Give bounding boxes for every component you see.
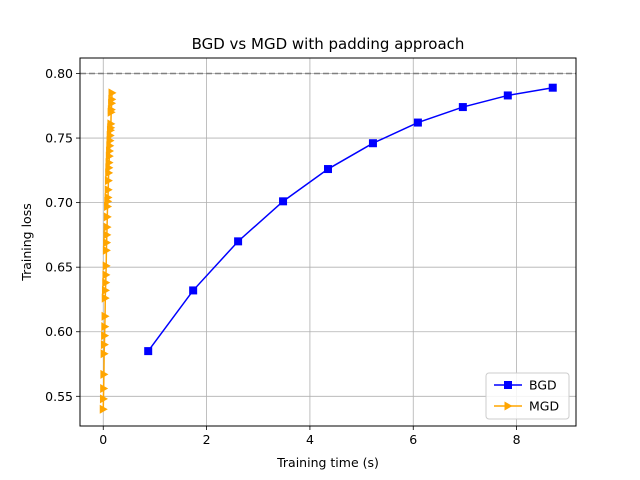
data-point-mgd (102, 278, 111, 288)
data-point-mgd (101, 311, 110, 321)
data-point-mgd (101, 285, 110, 295)
data-point-mgd (103, 222, 112, 232)
data-point-bgd (144, 347, 153, 356)
data-point-mgd (100, 384, 109, 394)
y-tick-label: 0.60 (45, 324, 73, 339)
data-point-mgd (102, 261, 111, 271)
data-point-mgd (103, 238, 112, 248)
legend-marker-mgd (504, 401, 513, 411)
data-point-bgd (548, 83, 557, 92)
data-point-mgd (100, 369, 109, 379)
x-tick-label: 0 (99, 432, 107, 447)
data-point-bgd (189, 286, 198, 295)
data-point-mgd (107, 119, 116, 129)
y-tick-label: 0.65 (45, 260, 73, 275)
data-point-mgd (107, 105, 116, 115)
series-line-bgd (147, 86, 553, 352)
x-tick-label: 8 (513, 432, 521, 447)
data-point-mgd (102, 270, 111, 280)
y-tick-label: 0.75 (45, 131, 73, 146)
data-point-mgd (101, 322, 110, 332)
y-tick-label: 0.55 (45, 389, 73, 404)
data-point-mgd (102, 245, 111, 255)
data-point-mgd (99, 394, 108, 404)
data-point-bgd (368, 139, 377, 148)
data-point-mgd (103, 212, 112, 222)
data-point-mgd (101, 293, 110, 303)
data-point-mgd (105, 158, 114, 168)
y-axis-title: Training loss (19, 203, 34, 281)
y-tick-label: 0.70 (45, 195, 73, 210)
data-point-bgd (234, 237, 243, 246)
data-point-mgd (99, 404, 108, 414)
x-tick-label: 4 (306, 432, 314, 447)
data-point-mgd (104, 192, 113, 202)
data-point-bgd (413, 118, 422, 127)
data-point-mgd (100, 340, 109, 350)
data-point-mgd (104, 176, 113, 186)
y-tick-label: 0.80 (45, 66, 73, 81)
data-point-mgd (104, 185, 113, 195)
legend-label-bgd: BGD (529, 378, 557, 393)
data-point-bgd (279, 197, 288, 206)
data-point-bgd (324, 165, 332, 174)
data-point-mgd (103, 230, 112, 240)
legend: BGD MGD (485, 372, 570, 420)
data-point-bgd (503, 91, 512, 100)
x-axis-title: Training time (s) (276, 455, 379, 470)
data-point-bgd (458, 103, 467, 112)
series-bgd (144, 83, 557, 356)
data-point-mgd (108, 94, 117, 104)
data-point-mgd (100, 349, 109, 359)
x-tick-label: 6 (409, 432, 417, 447)
data-point-mgd (108, 88, 117, 98)
data-point-mgd (101, 331, 110, 341)
ticks: 0 2 4 6 8 0.55 0.60 0.65 0.70 0.75 0.80 (45, 66, 520, 447)
legend-label-mgd: MGD (529, 399, 559, 414)
legend-marker-bgd (504, 381, 512, 389)
series-mgd (99, 88, 117, 414)
x-tick-label: 2 (203, 432, 211, 447)
plot-frame (79, 57, 577, 427)
chart-title: BGD vs MGD with padding approach (192, 35, 465, 53)
series-group (99, 83, 557, 414)
